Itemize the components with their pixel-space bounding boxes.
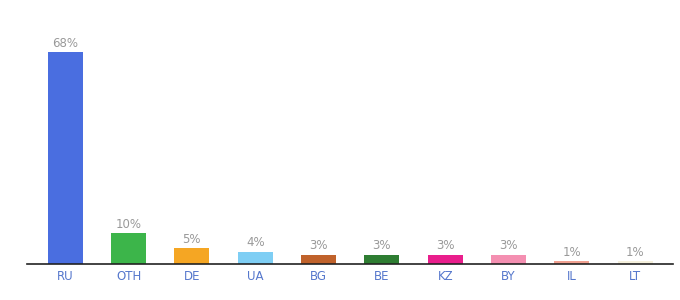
- Text: 3%: 3%: [436, 239, 454, 253]
- Text: 68%: 68%: [52, 37, 78, 50]
- Bar: [48, 52, 82, 264]
- Bar: [364, 255, 399, 264]
- Bar: [111, 233, 146, 264]
- Text: 1%: 1%: [562, 246, 581, 259]
- Bar: [238, 251, 273, 264]
- Bar: [618, 261, 653, 264]
- Bar: [301, 255, 336, 264]
- Text: 1%: 1%: [626, 246, 645, 259]
- Text: 10%: 10%: [116, 218, 141, 231]
- Bar: [554, 261, 590, 264]
- Text: 3%: 3%: [373, 239, 391, 253]
- Text: 5%: 5%: [183, 233, 201, 246]
- Text: 3%: 3%: [309, 239, 328, 253]
- Bar: [175, 248, 209, 264]
- Text: 3%: 3%: [499, 239, 517, 253]
- Bar: [428, 255, 462, 264]
- Bar: [491, 255, 526, 264]
- Text: 4%: 4%: [246, 236, 265, 249]
